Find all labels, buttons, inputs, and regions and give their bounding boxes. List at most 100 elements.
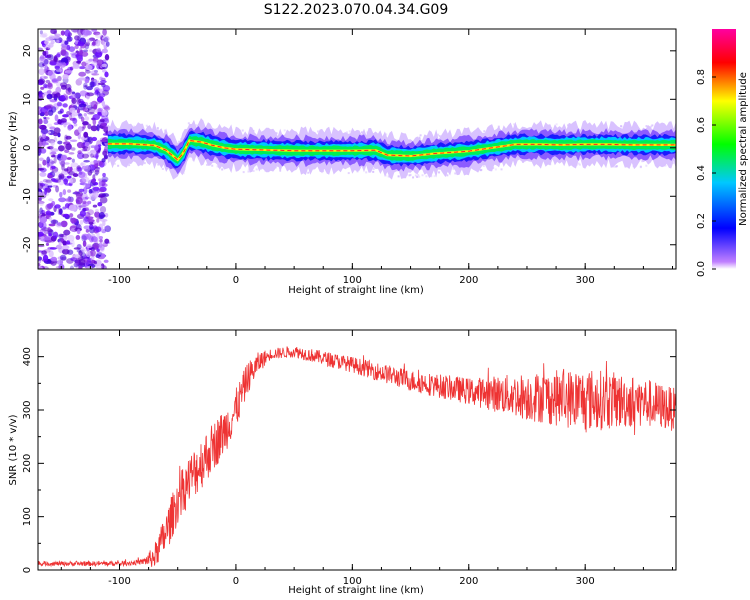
spectrogram-noise-cell — [65, 242, 73, 245]
spectrogram-noise-cell — [104, 71, 109, 78]
colorbar: 0.0 0.2 0.4 0.6 0.8 Normalized spectral ampl… — [696, 29, 749, 277]
spectrogram-noise-cell — [38, 157, 44, 162]
spectrogram-noise-cell — [99, 205, 107, 214]
spectrogram-noise-cell — [82, 186, 88, 195]
spectrogram-noise-cell — [43, 58, 49, 65]
spectrogram-noise-cell — [72, 64, 80, 69]
spectrogram-speckle — [195, 124, 198, 127]
colorbar-tick-label: 0.0 — [696, 261, 707, 277]
spectrogram-noise-cell — [77, 259, 86, 266]
snr-xlabel: Height of straight line (km) — [288, 585, 424, 596]
spectrogram-noise-cell — [73, 247, 81, 250]
spectrogram-noise-cell — [46, 182, 54, 187]
spectrogram-ridge-band — [107, 135, 676, 164]
spectrogram-noise-cell — [93, 144, 99, 151]
spectrogram-noise-cell — [82, 172, 88, 179]
spectrogram-noise-cell — [64, 29, 71, 37]
spectrogram-noise-cell — [38, 167, 45, 171]
spectrogram-noise-cell — [46, 90, 52, 95]
spectrogram-ridge-peak — [107, 139, 676, 161]
spectrogram-noise-cell — [79, 219, 84, 225]
spectrogram-noise-cell — [38, 262, 41, 267]
spectrogram-noise-cell — [41, 140, 46, 148]
spectrogram-noise-cell — [87, 136, 92, 143]
spectrogram-noise-cell — [102, 29, 107, 36]
spectrogram-noise-cell — [38, 182, 44, 190]
spectrogram-noise-cell — [48, 232, 52, 237]
spectrogram-noise-cell — [78, 265, 83, 269]
spectrogram-noise-cell — [50, 203, 54, 207]
spectrogram-noise-cell — [81, 61, 87, 67]
spectrogram-speckle — [438, 167, 441, 170]
spectrogram-speckle — [145, 124, 148, 127]
spectrogram-noise-cell — [72, 167, 79, 174]
spectrogram-noise-cell — [48, 216, 53, 221]
spectrogram-noise-cell — [78, 66, 86, 70]
spectrogram-noise-cell — [40, 226, 47, 230]
spectrogram-noise-cell — [96, 107, 104, 113]
spectrogram-noise-cell — [80, 162, 84, 166]
spectrogram-noise-cell — [102, 150, 108, 156]
spectrogram-noise-cell — [93, 191, 99, 199]
spectrogram-noise-cell — [63, 168, 69, 172]
spectrogram-ytick-label: 10 — [22, 93, 33, 106]
spectrogram-noise-cell — [88, 37, 96, 42]
spectrogram-noise-cell — [53, 156, 57, 164]
spectrogram-noise-cell — [47, 82, 53, 88]
spectrogram-noise-cell — [43, 235, 52, 241]
spectrogram-noise-cell — [102, 59, 107, 65]
spectrogram-noise-cell — [39, 216, 48, 224]
snr-ytick-label: 300 — [22, 400, 33, 419]
spectrogram-noise-cell — [94, 108, 98, 113]
spectrogram-noise-cell — [78, 250, 83, 257]
spectrogram-noise-cell — [39, 207, 43, 215]
spectrogram-noise-cell — [58, 197, 67, 203]
spectrogram-noise-cell — [101, 63, 107, 68]
spectrogram-noise-cell — [64, 83, 72, 91]
spectrogram-noise-cell — [38, 266, 43, 269]
spectrogram-speckle — [446, 174, 449, 177]
spectrogram-noise-cell — [85, 228, 90, 233]
spectrogram-noise-cell — [89, 49, 93, 53]
spectrogram-speckle — [397, 175, 400, 178]
spectrogram-noise-cell — [45, 242, 50, 246]
spectrogram-speckle — [418, 136, 421, 139]
spectrogram-noise-cell — [86, 39, 90, 43]
spectrogram-noise-cell — [53, 30, 57, 35]
spectrogram-speckle — [260, 167, 263, 170]
snr-series-line — [38, 346, 676, 568]
spectrogram-noise-cell — [65, 197, 73, 203]
spectrogram-speckle — [255, 168, 258, 171]
spectrogram-speckle — [578, 163, 581, 166]
spectrogram-noise-cell — [50, 148, 59, 152]
spectrogram-noise-cell — [39, 228, 47, 233]
spectrogram-noise-cell — [60, 118, 67, 123]
snr-ytick-label: 400 — [22, 347, 33, 366]
spectrogram-speckle — [348, 132, 351, 135]
spectrogram-noise-cell — [95, 101, 101, 105]
snr-panel: -100 0 100 200 300 0 100 200 300 400 Height of st… — [8, 329, 677, 596]
spectrogram-noise-cell — [55, 69, 63, 72]
spectrogram-noise-cell — [47, 129, 55, 136]
spectrogram-noise-cell — [43, 76, 48, 79]
spectrogram-noise-cell — [88, 221, 94, 225]
spectrogram-noise-cell — [78, 103, 87, 108]
spectrogram-noise-cell — [82, 146, 89, 149]
spectrogram-noise-cell — [39, 202, 44, 206]
spectrogram-noise-cell — [60, 43, 68, 48]
spectrogram-noise-cell — [90, 79, 97, 82]
spectrogram-noise-cell — [90, 125, 98, 132]
spectrogram-noise-cell — [91, 136, 98, 142]
spectrogram-speckle — [242, 171, 245, 174]
spectrogram-noise-cell — [82, 121, 89, 126]
spectrogram-noise-cell — [72, 29, 80, 34]
spectrogram-noise-cell — [100, 139, 108, 143]
spectrogram-speckle — [513, 123, 516, 126]
spectrogram-noise-cell — [94, 169, 100, 175]
spectrogram-noise-cell — [96, 248, 100, 252]
spectrogram-noise-cell — [73, 111, 79, 117]
spectrogram-noise-cell — [58, 61, 67, 68]
spectrogram-speckle — [307, 171, 310, 174]
spectrogram-noise-cell — [67, 234, 75, 242]
